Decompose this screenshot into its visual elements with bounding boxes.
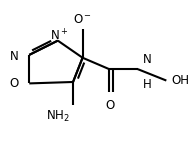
Text: N: N (10, 50, 19, 63)
Text: N: N (143, 53, 151, 66)
Text: NH$_2$: NH$_2$ (46, 109, 70, 124)
Text: O: O (10, 77, 19, 90)
Text: H: H (143, 78, 151, 91)
Text: N$^+$: N$^+$ (50, 28, 68, 43)
Text: O$^-$: O$^-$ (73, 13, 92, 26)
Text: O: O (106, 99, 115, 112)
Text: OH: OH (171, 74, 189, 87)
